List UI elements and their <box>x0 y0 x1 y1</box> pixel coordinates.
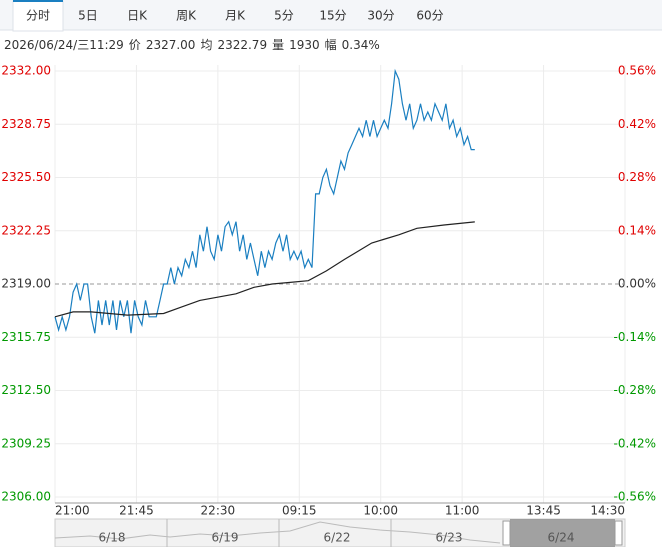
y-tick-label: 2325.50 <box>1 170 51 184</box>
info-vol-label: 量 <box>272 38 284 52</box>
tab-bar <box>0 0 662 30</box>
y2-tick-label: 0.42% <box>618 117 656 131</box>
tab[interactable]: 5分 <box>274 9 294 23</box>
x-tick-label: 13:45 <box>526 504 561 518</box>
y2-tick-label: -0.42% <box>614 436 656 450</box>
info-avg: 2322.79 <box>217 38 267 52</box>
info-vol: 1930 <box>289 38 320 52</box>
navigator-date: 6/22 <box>324 531 351 545</box>
y-tick-label: 2306.00 <box>1 490 51 504</box>
info-range: 0.34% <box>342 38 380 52</box>
x-tick-label: 21:00 <box>55 504 90 518</box>
y-tick-label: 2309.25 <box>1 436 51 450</box>
x-tick-label: 11:00 <box>445 504 480 518</box>
quote-info: 2026/06/24/三11:29 价 2327.00 均 2322.79 量 1930 幅 0… <box>4 37 380 52</box>
y2-tick-label: 0.00% <box>618 277 656 291</box>
y2-tick-label: -0.56% <box>614 490 656 504</box>
info-range-label: 幅 <box>325 37 337 52</box>
navigator-date: 6/24 <box>548 531 575 545</box>
info-price-label: 价 <box>129 38 141 52</box>
y-tick-label: 2332.00 <box>1 64 51 78</box>
x-tick-label: 10:00 <box>363 504 398 518</box>
series-line <box>54 221 475 318</box>
y2-tick-label: 0.14% <box>618 223 656 237</box>
y2-tick-label: 0.56% <box>618 64 656 78</box>
tab[interactable]: 30分 <box>367 9 394 23</box>
x-tick-label: 09:15 <box>282 504 317 518</box>
navigator-date: 6/19 <box>212 531 239 545</box>
navigator-date: 6/23 <box>436 531 463 545</box>
y2-tick-label: -0.28% <box>614 383 656 397</box>
info-avg-label: 均 <box>200 38 212 52</box>
tab[interactable]: 60分 <box>416 9 443 23</box>
series-line <box>54 68 475 334</box>
x-tick-label: 22:30 <box>201 504 236 518</box>
tab[interactable]: 日K <box>127 9 148 23</box>
navigator-date: 6/18 <box>99 531 126 545</box>
y-tick-label: 2319.00 <box>1 277 51 291</box>
tab[interactable]: 月K <box>225 9 246 23</box>
x-tick-label: 14:30 <box>590 504 625 518</box>
y-tick-label: 2315.75 <box>1 330 51 344</box>
navigator-window[interactable] <box>510 519 615 547</box>
y2-tick-label: -0.14% <box>614 330 656 344</box>
tab[interactable]: 5日 <box>78 9 98 23</box>
navigator-sparkline <box>54 521 501 544</box>
y-tick-label: 2328.75 <box>1 117 51 131</box>
navigator-handle[interactable] <box>614 520 623 546</box>
tab[interactable]: 周K <box>176 9 197 23</box>
x-tick-label: 21:45 <box>119 504 154 518</box>
navigator-handle[interactable] <box>502 520 511 546</box>
y-tick-label: 2312.50 <box>1 383 51 397</box>
info-time: 2026/06/24/三11:29 <box>4 38 124 52</box>
tab[interactable]: 分时 <box>26 9 50 23</box>
y-tick-label: 2322.25 <box>1 223 51 237</box>
active-tab-bg <box>12 0 64 32</box>
y2-tick-label: 0.28% <box>618 170 656 184</box>
info-price: 2327.00 <box>146 38 196 52</box>
tab[interactable]: 15分 <box>319 9 346 23</box>
